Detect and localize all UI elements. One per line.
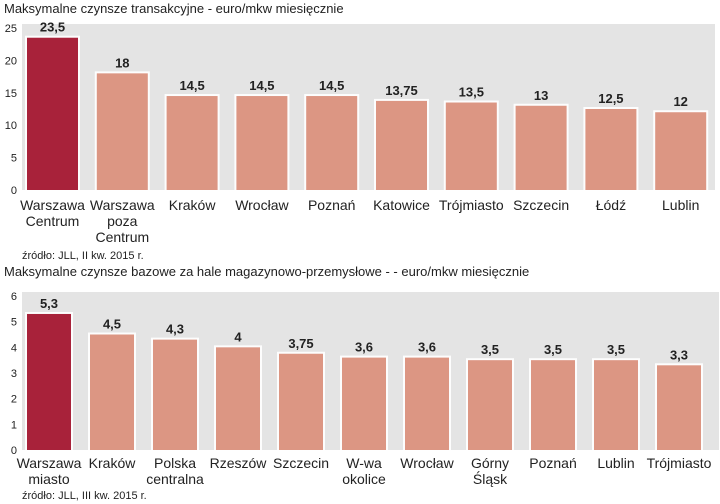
value-label: 3,5 [544, 342, 562, 357]
bar [236, 96, 288, 190]
bar [279, 353, 323, 450]
category-label: Łódź [596, 197, 626, 213]
category-label: Centrum [26, 213, 80, 229]
y-tick-label: 1 [11, 419, 17, 431]
value-label: 3,5 [607, 342, 625, 357]
category-label: Warszawa [17, 455, 82, 471]
category-label: centralna [146, 471, 204, 487]
y-tick-label: 6 [11, 291, 17, 303]
value-label: 12,5 [598, 91, 623, 106]
category-label: Rzeszów [210, 455, 268, 471]
y-tick-label: 0 [11, 445, 17, 457]
value-label: 23,5 [40, 20, 65, 35]
category-label: Poznań [308, 197, 355, 213]
value-label: 5,3 [40, 296, 58, 311]
value-label: 3,5 [481, 342, 499, 357]
category-label: Górny [471, 455, 509, 471]
category-label: Śląsk [473, 470, 508, 487]
category-label: Warszawa [90, 197, 155, 213]
bar [655, 112, 707, 190]
value-label: 13,75 [385, 83, 418, 98]
bar [166, 96, 218, 190]
category-label: poza [107, 213, 138, 229]
category-label: Szczecin [513, 197, 569, 213]
bar [376, 100, 427, 190]
bar [27, 37, 78, 190]
category-label: miasto [28, 471, 69, 487]
value-label: 3,75 [288, 336, 313, 351]
category-label: okolice [342, 471, 386, 487]
chart-1-source: źródło: JLL, II kw. 2015 r. [22, 250, 144, 262]
bar [96, 73, 148, 190]
chart-2-title: Maksymalne czynsze bazowe za hale magazy… [4, 264, 529, 279]
category-label: Poznań [529, 455, 576, 471]
bar [585, 109, 637, 190]
y-tick-label: 5 [11, 153, 17, 165]
category-label: Szczecin [273, 455, 329, 471]
bar [27, 313, 71, 450]
category-label: Kraków [89, 455, 137, 471]
value-label: 12 [673, 94, 687, 109]
value-label: 18 [115, 55, 129, 70]
category-label: Lublin [662, 197, 699, 213]
category-label: Wrocław [400, 455, 454, 471]
value-label: 4 [234, 329, 242, 344]
bar [342, 357, 386, 450]
category-label: Kraków [169, 197, 217, 213]
value-label: 3,6 [418, 340, 436, 355]
y-tick-label: 3 [11, 368, 17, 380]
bar [405, 357, 449, 450]
category-label: Trójmiasto [439, 197, 504, 213]
category-label: Lublin [597, 455, 634, 471]
value-label: 3,6 [355, 340, 373, 355]
y-tick-label: 25 [5, 23, 17, 35]
y-tick-label: 15 [5, 88, 17, 100]
value-label: 14,5 [319, 78, 344, 93]
y-tick-label: 4 [11, 342, 17, 354]
y-tick-label: 20 [5, 55, 17, 67]
bar [515, 105, 567, 190]
value-label: 4,5 [103, 317, 121, 332]
y-tick-label: 10 [5, 120, 17, 132]
chart-2-source: źródło: JLL, III kw. 2015 r. [22, 490, 147, 502]
bar [306, 96, 358, 190]
bar [531, 360, 575, 450]
chart-1-title: Maksymalne czynsze transakcyjne - euro/m… [4, 1, 344, 16]
value-label: 14,5 [249, 78, 274, 93]
category-label: W-wa [346, 455, 382, 471]
bar [153, 339, 197, 450]
value-label: 13 [534, 88, 548, 103]
bar [445, 102, 497, 190]
value-label: 13,5 [459, 85, 484, 100]
category-label: Warszawa [20, 197, 85, 213]
bar [657, 365, 701, 450]
category-label: Katowice [373, 197, 430, 213]
category-label: Centrum [95, 229, 149, 245]
bar [594, 360, 638, 450]
y-tick-label: 2 [11, 394, 17, 406]
y-tick-label: 5 [11, 317, 17, 329]
value-label: 3,3 [670, 347, 688, 362]
category-label: Wrocław [235, 197, 289, 213]
bar [216, 347, 260, 450]
value-label: 4,3 [166, 322, 184, 337]
bar [468, 360, 512, 450]
y-tick-label: 0 [11, 185, 17, 197]
value-label: 14,5 [179, 78, 204, 93]
category-label: Trójmiasto [647, 455, 712, 471]
bar [90, 334, 134, 450]
category-label: Polska [154, 455, 196, 471]
